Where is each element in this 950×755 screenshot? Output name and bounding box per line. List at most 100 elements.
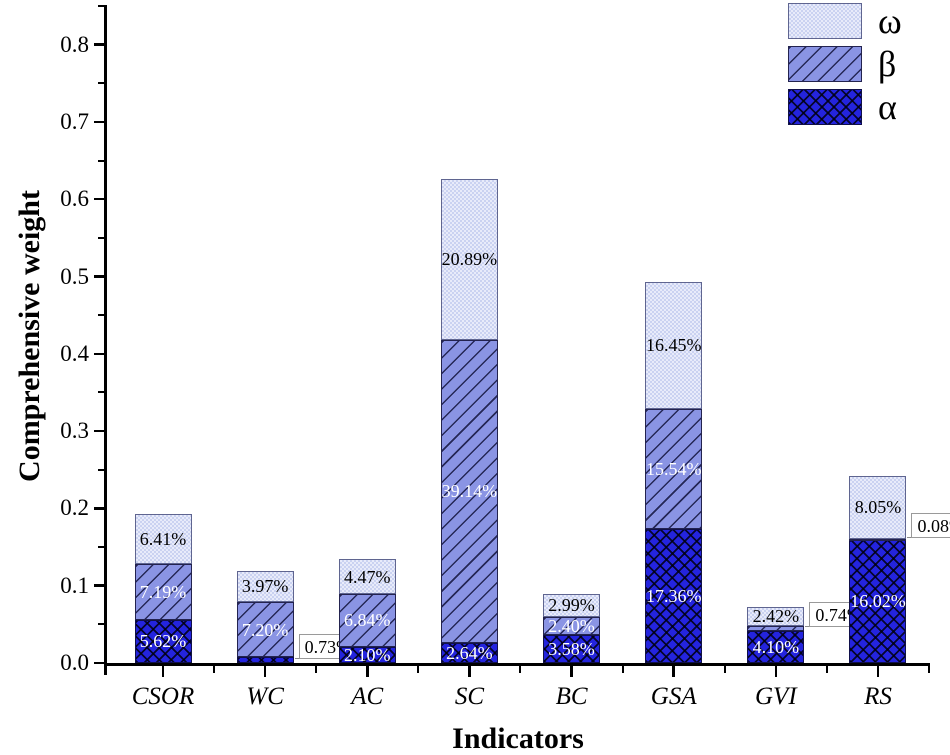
segment-label-SC-α: 2.64% — [446, 642, 493, 663]
bar-segment-GVI-α — [747, 631, 805, 663]
x-category-label-GVI: GVI — [755, 683, 797, 710]
bar-segment-AC-β — [338, 593, 396, 647]
bar-segment-BC-α — [543, 635, 601, 663]
x-axis-title: Indicators — [452, 722, 584, 755]
segment-label-GSA-α: 17.36% — [645, 585, 702, 606]
x-minor-tick — [723, 666, 726, 673]
bar-segment-GSA-α — [645, 528, 703, 663]
y-minor-tick — [98, 546, 104, 549]
x-tick-SC — [468, 666, 471, 677]
x-category-label-RS: RS — [864, 683, 892, 710]
y-tick-label-0.2: 0.2 — [60, 495, 89, 521]
x-category-label-BC: BC — [555, 683, 588, 710]
bar-segment-SC-β — [440, 340, 498, 643]
segment-label-GVI-α: 4.10% — [752, 637, 800, 658]
legend-swatch-alpha-icon — [788, 89, 862, 125]
x-tick-RS — [876, 666, 880, 677]
y-tick-label-0.7: 0.7 — [60, 108, 89, 134]
segment-label-GSA-β: 15.54% — [645, 458, 702, 479]
y-tick-0.4 — [94, 352, 104, 356]
y-tick-label-0.1: 0.1 — [60, 572, 89, 598]
x-category-label-WC: WC — [246, 683, 284, 710]
y-tick-label-0.4: 0.4 — [60, 340, 89, 366]
bar-segment-CSOR-ω — [134, 514, 192, 564]
legend-item-beta: β — [788, 45, 902, 83]
y-tick-0.1 — [94, 584, 104, 587]
y-minor-tick — [98, 623, 104, 626]
x-minor-tick — [213, 666, 216, 673]
x-corner-tick — [104, 666, 107, 675]
y-tick-label-0.3: 0.3 — [60, 418, 89, 444]
segment-label-RS-α: 16.02% — [850, 591, 906, 612]
y-tick-0.0 — [94, 661, 104, 665]
y-tick-0.3 — [94, 429, 104, 433]
x-tick-BC — [570, 666, 573, 677]
y-minor-tick — [98, 159, 104, 162]
x-minor-tick — [825, 666, 828, 673]
bar-segment-RS-α — [849, 539, 907, 663]
y-tick-0.6 — [94, 197, 104, 201]
x-category-label-CSOR: CSOR — [131, 683, 195, 710]
bar-segment-AC-ω — [338, 559, 396, 594]
y-tick-label-0.0: 0.0 — [60, 650, 89, 675]
segment-label-BC-β: 2.40% — [548, 616, 595, 637]
segment-label-CSOR-α: 5.62% — [139, 631, 187, 652]
bar-segment-RS-β — [849, 538, 907, 541]
legend-item-alpha: α — [788, 88, 902, 126]
y-minor-tick — [98, 391, 104, 394]
segment-label-WC-ω: 3.97% — [241, 576, 289, 597]
y-minor-tick — [98, 236, 104, 239]
segment-label-WC-β: 7.20% — [241, 619, 289, 640]
segment-label-CSOR-β: 7.19% — [139, 581, 187, 602]
x-tick-WC — [263, 666, 267, 677]
y-tick-0.7 — [94, 120, 104, 124]
segment-label-SC-ω: 20.89% — [441, 249, 498, 270]
segment-label-AC-α: 2.10% — [344, 644, 391, 665]
y-tick-label-0.8: 0.8 — [60, 31, 89, 57]
y-tick-0.8 — [94, 43, 104, 46]
y-minor-tick — [98, 314, 104, 317]
bar-segment-CSOR-β — [134, 563, 192, 620]
segment-label-GSA-ω: 16.45% — [645, 335, 702, 356]
legend-label-alpha: α — [878, 87, 897, 127]
bar-segment-AC-α — [338, 646, 396, 663]
legend-item-omega: ω — [788, 2, 902, 40]
bar-segment-WC-α — [236, 657, 294, 663]
y-tick-label-0.5: 0.5 — [60, 263, 89, 289]
bar-segment-GSA-β — [645, 408, 703, 529]
x-category-label-SC: SC — [454, 683, 484, 710]
y-minor-tick — [98, 82, 104, 85]
y-tick-0.5 — [94, 275, 104, 278]
segment-label-SC-β: 39.14% — [441, 481, 498, 502]
y-axis-line — [104, 5, 107, 669]
y-tick-label-0.6: 0.6 — [60, 186, 89, 212]
bar-segment-GSA-ω — [645, 281, 703, 409]
bar-segment-GVI-β — [747, 625, 805, 632]
segment-label-AC-β: 6.84% — [344, 610, 391, 631]
x-tick-CSOR — [161, 666, 165, 677]
bar-segment-WC-β — [236, 601, 294, 658]
x-tick-GSA — [672, 666, 675, 677]
segment-label-GVI-ω: 2.42% — [752, 606, 800, 627]
x-minor-tick — [417, 666, 420, 673]
bar-segment-BC-β — [543, 616, 601, 636]
segment-label-RS-ω: 8.05% — [854, 497, 902, 518]
x-minor-tick — [519, 666, 522, 673]
y-minor-tick — [98, 468, 104, 471]
x-tick-GVI — [774, 666, 778, 677]
bar-segment-SC-ω — [440, 178, 498, 341]
x-category-label-AC: AC — [351, 683, 384, 710]
segment-label-BC-ω: 2.99% — [548, 595, 595, 616]
segment-label-BC-α: 3.58% — [548, 639, 595, 660]
legend-swatch-beta-icon — [788, 46, 862, 82]
x-tick-AC — [366, 666, 369, 677]
bar-segment-SC-α — [440, 642, 498, 663]
x-minor-tick — [621, 666, 624, 673]
y-minor-tick — [98, 4, 104, 7]
bar-segment-BC-ω — [543, 593, 601, 617]
bar-segment-RS-ω — [849, 476, 907, 539]
y-tick-0.2 — [94, 507, 104, 510]
x-category-label-GSA: GSA — [650, 683, 697, 710]
